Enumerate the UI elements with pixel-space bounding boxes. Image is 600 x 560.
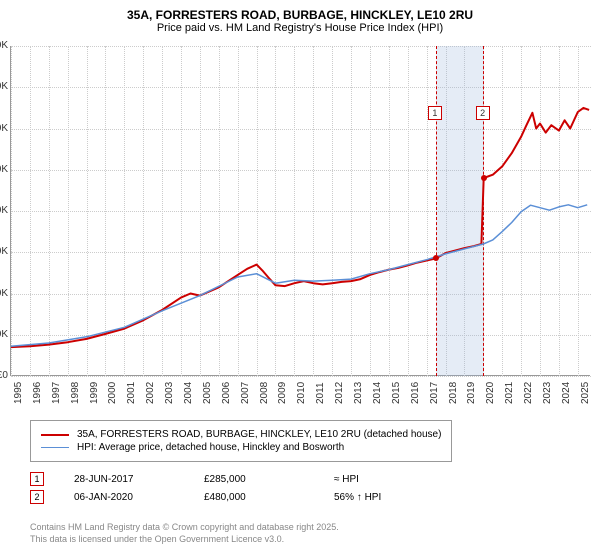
x-tick-label: 2006 [221, 382, 232, 404]
y-tick-label: £300K [0, 246, 8, 257]
legend: 35A, FORRESTERS ROAD, BURBAGE, HINCKLEY,… [30, 420, 452, 462]
x-tick-label: 1995 [13, 382, 24, 404]
legend-swatch [41, 434, 69, 436]
annotation-table: 1 28-JUN-2017£285,000≈ HPI 2 06-JAN-2020£48… [30, 468, 464, 508]
x-tick-label: 2013 [353, 382, 364, 404]
series-line [11, 205, 587, 346]
x-tick-label: 2002 [145, 382, 156, 404]
annotation-price: £480,000 [204, 492, 334, 503]
x-tick-label: 2014 [372, 382, 383, 404]
annotation-flag: 2 [30, 490, 44, 504]
x-tick-label: 2017 [429, 382, 440, 404]
y-tick-label: £200K [0, 288, 8, 299]
y-tick-label: £800K [0, 40, 8, 51]
transaction-flag: 2 [476, 106, 490, 120]
x-tick-label: 2012 [334, 382, 345, 404]
x-tick-label: 2022 [523, 382, 534, 404]
footer-line-1: Contains HM Land Registry data © Crown c… [30, 522, 339, 534]
x-tick-label: 2025 [580, 382, 591, 404]
chart-subtitle: Price paid vs. HM Land Registry's House … [0, 22, 600, 38]
x-tick-label: 2016 [410, 382, 421, 404]
plot-area [10, 46, 590, 376]
legend-row: HPI: Average price, detached house, Hinc… [41, 442, 441, 453]
x-tick-label: 2008 [259, 382, 270, 404]
series-svg [11, 46, 591, 376]
x-tick-label: 2015 [391, 382, 402, 404]
legend-label: 35A, FORRESTERS ROAD, BURBAGE, HINCKLEY,… [77, 429, 441, 440]
x-tick-label: 2005 [202, 382, 213, 404]
price-marker [481, 175, 487, 181]
legend-row: 35A, FORRESTERS ROAD, BURBAGE, HINCKLEY,… [41, 429, 441, 440]
x-tick-label: 2010 [296, 382, 307, 404]
annotation-delta: 56% ↑ HPI [334, 492, 464, 503]
x-tick-label: 2000 [107, 382, 118, 404]
footer-attribution: Contains HM Land Registry data © Crown c… [30, 522, 339, 545]
annotation-price: £285,000 [204, 474, 334, 485]
annotation-date: 06-JAN-2020 [74, 492, 204, 503]
x-tick-label: 2003 [164, 382, 175, 404]
x-tick-label: 2001 [126, 382, 137, 404]
transaction-flag: 1 [428, 106, 442, 120]
y-tick-label: £600K [0, 123, 8, 134]
x-tick-label: 2018 [448, 382, 459, 404]
x-tick-label: 2024 [561, 382, 572, 404]
annotation-row: 2 06-JAN-2020£480,00056% ↑ HPI [30, 490, 464, 504]
annotation-flag: 1 [30, 472, 44, 486]
x-tick-label: 2011 [315, 382, 326, 404]
y-tick-label: £700K [0, 81, 8, 92]
annotation-delta: ≈ HPI [334, 474, 464, 485]
series-line [11, 108, 589, 347]
annotation-row: 1 28-JUN-2017£285,000≈ HPI [30, 472, 464, 486]
x-tick-label: 2009 [277, 382, 288, 404]
y-tick-label: £400K [0, 205, 8, 216]
x-tick-label: 2019 [466, 382, 477, 404]
x-tick-label: 1998 [70, 382, 81, 404]
x-tick-label: 2021 [504, 382, 515, 404]
x-tick-label: 1997 [51, 382, 62, 404]
y-tick-label: £500K [0, 164, 8, 175]
x-tick-label: 1999 [89, 382, 100, 404]
chart-title: 35A, FORRESTERS ROAD, BURBAGE, HINCKLEY,… [0, 0, 600, 22]
x-tick-label: 2023 [542, 382, 553, 404]
x-tick-label: 1996 [32, 382, 43, 404]
grid-line-h [11, 376, 591, 377]
x-tick-label: 2007 [240, 382, 251, 404]
annotation-date: 28-JUN-2017 [74, 474, 204, 485]
x-tick-label: 2004 [183, 382, 194, 404]
y-tick-label: £100K [0, 329, 8, 340]
footer-line-2: This data is licensed under the Open Gov… [30, 534, 339, 546]
x-tick-label: 2020 [485, 382, 496, 404]
legend-label: HPI: Average price, detached house, Hinc… [77, 442, 344, 453]
y-tick-label: £0 [0, 370, 8, 381]
legend-swatch [41, 447, 69, 448]
